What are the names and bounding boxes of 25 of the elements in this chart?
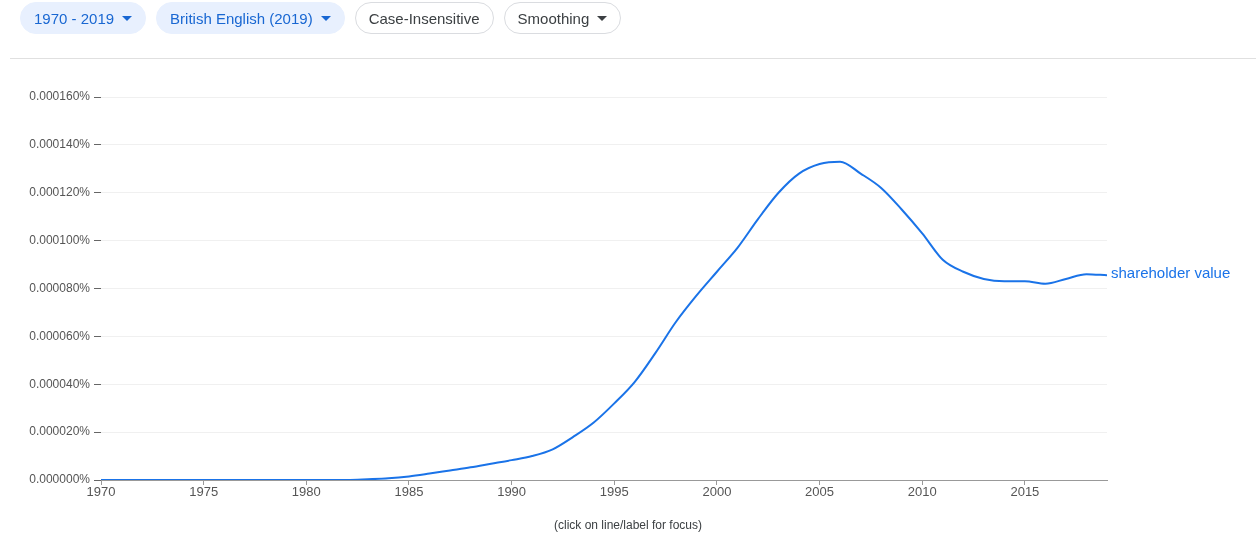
x-tick-label: 1985: [394, 484, 424, 500]
x-tick-label: 2005: [805, 484, 835, 500]
text: 1970 - 2019: [34, 9, 115, 27]
x-tick-label: 1995: [599, 484, 629, 500]
y-tick-label: 0.000140%: [29, 137, 91, 152]
x-tick-label: 1970: [86, 484, 116, 500]
y-tick-label: 0.000040%: [29, 376, 91, 391]
x-tick-label: 1975: [189, 484, 219, 500]
series-label: shareholder value: [1111, 264, 1231, 282]
x-tick-label: 1980: [291, 484, 321, 500]
x-tick-label: 1990: [497, 484, 527, 500]
y-tick-label: 0.000060%: [29, 328, 91, 343]
text: British English (2019): [170, 9, 313, 27]
y-tick-label: 0.000080%: [29, 280, 91, 295]
text: Smoothing: [517, 9, 590, 27]
y-tick-label: 0.000020%: [29, 424, 91, 439]
y-tick-label: 0.000120%: [29, 185, 91, 200]
x-tick-label: 2000: [702, 484, 732, 500]
y-tick-label: 0.000100%: [29, 232, 91, 247]
text: Case-Insensitive: [368, 9, 480, 27]
x-tick-label: 2010: [907, 484, 937, 500]
x-tick-label: 2015: [1010, 484, 1040, 500]
y-tick-label: 0.000160%: [29, 89, 91, 104]
text: (click on line/label for focus): [552, 518, 704, 532]
y-tick-label: 0.000000%: [29, 472, 91, 487]
